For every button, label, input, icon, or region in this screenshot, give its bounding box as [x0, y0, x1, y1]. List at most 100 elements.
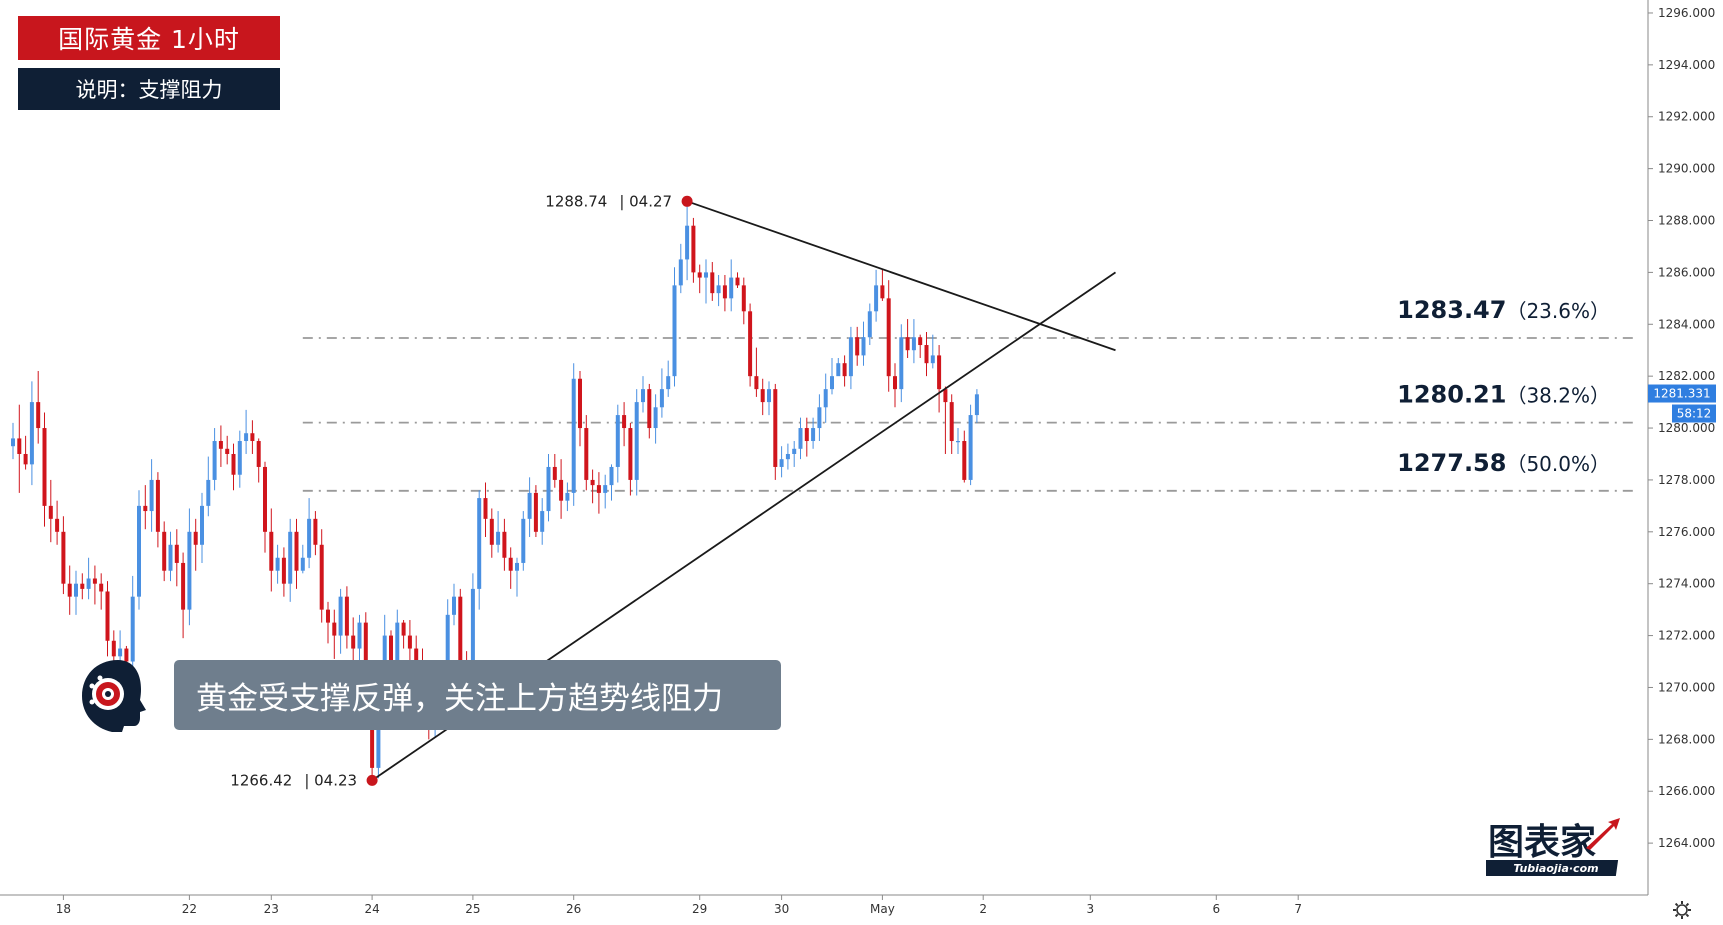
candle-body	[458, 596, 463, 662]
candle	[937, 345, 942, 413]
candle-body	[937, 355, 942, 390]
candle-body	[779, 459, 784, 467]
candle	[811, 417, 816, 449]
candle-body	[389, 635, 393, 662]
candle	[647, 383, 652, 439]
candle-body	[521, 518, 526, 563]
point-marker	[681, 195, 693, 207]
candle-body	[968, 415, 973, 480]
candle-body	[552, 466, 557, 480]
candle	[855, 326, 860, 366]
candle-body	[691, 225, 696, 273]
time-tick-label: 30	[774, 902, 789, 916]
candle	[899, 324, 904, 403]
candle-body	[92, 578, 97, 584]
candle	[332, 609, 337, 659]
candle	[23, 435, 28, 470]
candle	[905, 319, 910, 358]
candle-body	[880, 285, 885, 299]
time-axis[interactable]: 18 22 23 24 25 26 29 30 May 2 3 6 7	[0, 894, 1648, 916]
candle	[886, 280, 891, 392]
candle	[218, 425, 223, 467]
candle-body	[905, 337, 910, 351]
candle	[760, 378, 765, 416]
candle	[880, 269, 885, 301]
candle-body	[956, 441, 960, 443]
candle	[653, 394, 658, 444]
candle	[924, 332, 929, 377]
time-axis-ticks: 18 22 23 24 25 26 29 30 May 2 3 6 7	[56, 895, 1302, 916]
candle	[874, 269, 879, 322]
candle	[830, 358, 834, 395]
fib-level-percent: （23.6%）	[1506, 299, 1610, 323]
candle	[338, 588, 343, 654]
candle-body	[200, 505, 204, 545]
candle	[540, 498, 545, 545]
candle-body	[155, 479, 160, 532]
candle-body	[382, 635, 387, 675]
candle	[244, 409, 249, 454]
candle	[949, 394, 954, 454]
candle-body	[300, 557, 305, 571]
candle-body	[111, 640, 116, 657]
candle	[804, 417, 809, 457]
point-date: 04.23	[314, 771, 357, 789]
time-tick-label: 25	[465, 902, 480, 916]
candle-body	[99, 583, 104, 592]
candle	[86, 557, 91, 600]
fib-level-value: 1277.58	[1397, 449, 1506, 477]
candle	[502, 518, 507, 571]
candle-body	[785, 453, 790, 460]
candle	[92, 565, 97, 605]
candle-body	[943, 389, 948, 403]
candle-body	[61, 531, 66, 584]
candle	[974, 389, 979, 423]
candle-body	[962, 441, 967, 480]
candle-body	[634, 402, 639, 480]
candle-body	[42, 428, 47, 506]
candle-body	[930, 355, 935, 364]
candle	[559, 459, 564, 519]
candle	[29, 381, 34, 486]
candle	[710, 262, 715, 301]
candle	[792, 441, 797, 467]
candle	[565, 482, 570, 512]
candle	[893, 363, 897, 408]
candle	[193, 518, 198, 571]
candle-body	[477, 498, 482, 589]
candle	[521, 511, 526, 571]
candle-body	[867, 311, 872, 338]
candle-body	[313, 518, 318, 545]
candle-body	[414, 648, 419, 662]
candle-body	[187, 531, 192, 610]
time-tick-label: 22	[182, 902, 197, 916]
point-annotations: 1266.42 | 04.23 1288.74 | 04.27	[230, 192, 693, 789]
point-annotation: 1288.74 | 04.27	[545, 192, 672, 210]
candle	[533, 485, 538, 537]
point-price: 1288.74	[545, 192, 607, 210]
settings-gear-icon[interactable]	[1673, 901, 1691, 919]
candle	[250, 420, 255, 454]
candle-body	[578, 378, 582, 429]
price-tick-label: 1286.000	[1658, 265, 1715, 279]
price-tick-label: 1276.000	[1658, 525, 1715, 539]
candle-body	[218, 441, 223, 449]
price-axis[interactable]: 1296.000 1294.000 1292.000 1290.000 1288.000…	[1647, 0, 1716, 895]
candle-body	[584, 428, 589, 480]
chart-subtitle: 说明：支撑阻力	[75, 78, 223, 102]
price-tick-label: 1268.000	[1658, 732, 1715, 746]
candle	[691, 217, 696, 283]
candle	[187, 508, 192, 626]
time-tick-label: 26	[566, 902, 581, 916]
candle	[527, 477, 532, 537]
candle	[174, 529, 179, 587]
time-tick-label: 2	[979, 902, 987, 916]
candle	[861, 321, 866, 366]
candle	[357, 614, 362, 665]
candle-body	[401, 622, 406, 636]
candle-body	[571, 378, 576, 493]
candle	[326, 601, 330, 644]
candle	[225, 435, 230, 465]
candle	[137, 490, 141, 610]
